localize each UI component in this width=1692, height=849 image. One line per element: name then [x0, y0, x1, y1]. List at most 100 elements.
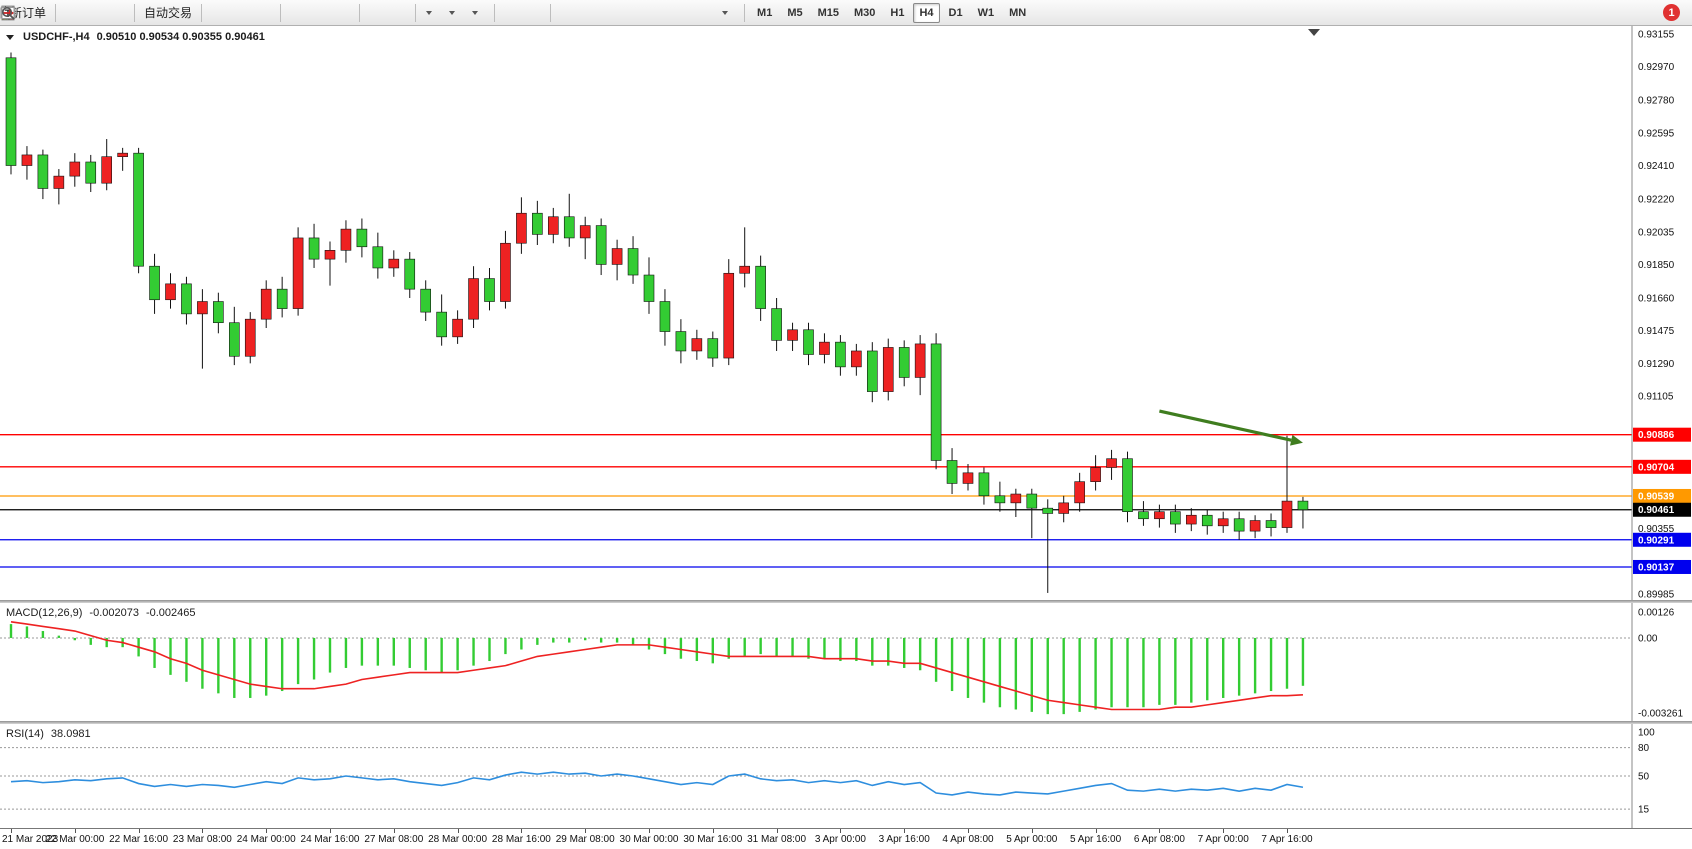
channel-button[interactable] [1, 2, 647, 23]
rsi-title: RSI(14) [6, 728, 44, 740]
time-axis[interactable]: 21 Mar 2023 22 Mar 00:00 22 Mar 16:00 23 Ma… [0, 828, 1692, 849]
price-axis-label: 0.91290 [1638, 359, 1675, 370]
macd-panel-chart[interactable]: 0.00126 0.00 -0.003261 [0, 603, 1692, 721]
price-tag: 0.90539 [1633, 488, 1691, 503]
time-tick [1095, 829, 1097, 833]
time-tick [776, 829, 778, 833]
community-button[interactable] [2, 2, 129, 23]
symbol-dropdown-icon[interactable] [6, 34, 14, 40]
tile-windows-button[interactable] [1, 2, 354, 23]
time-label: 30 Mar 16:00 [683, 834, 743, 845]
price-axis-label: 0.91475 [1638, 326, 1675, 337]
main-chart[interactable]: 0.93155 0.92970 0.92780 0.92595 0.92410 0.922… [0, 26, 1692, 600]
arrow-annotation[interactable] [1159, 409, 1303, 446]
time-label: 7 Apr 16:00 [1261, 834, 1313, 845]
rsi-axis-label: 50 [1638, 772, 1650, 783]
toolbar-separator [744, 3, 746, 22]
time-label: 4 Apr 08:00 [942, 834, 994, 845]
periods-button[interactable] [1, 2, 466, 23]
time-label: 24 Mar 00:00 [236, 834, 296, 845]
panel-separator[interactable] [0, 600, 1692, 603]
chart-canvas[interactable] [0, 26, 1632, 600]
time-label: 28 Mar 00:00 [428, 834, 488, 845]
line-chart-button[interactable] [1, 2, 275, 23]
toolbar-separator [201, 3, 203, 22]
toolbar-separator [494, 3, 496, 22]
time-tick [585, 829, 587, 833]
price-axis-label: 0.90355 [1638, 524, 1675, 535]
label-button[interactable]: T [1, 2, 716, 23]
macd-value-main: -0.002073 [89, 607, 139, 619]
timeframe-m30-button[interactable]: M30 [854, 6, 876, 19]
time-tick [1159, 829, 1161, 833]
horizontal-line-button[interactable] [2, 2, 601, 23]
time-tick [840, 829, 842, 833]
notification-badge[interactable]: 1 [1663, 4, 1680, 21]
price-axis-label: 0.92970 [1638, 62, 1675, 73]
timeframe-d1-button[interactable]: D1 [948, 6, 963, 19]
price-axis-label: 0.92780 [1638, 96, 1675, 107]
terminal-button[interactable] [1, 2, 106, 23]
svg-text:T: T [5, 8, 12, 20]
chart-shift-marker[interactable] [1308, 29, 1320, 36]
text-button[interactable]: A [3, 2, 693, 23]
price-axis-label: 0.91660 [1638, 293, 1675, 304]
macd-signal-line [10, 620, 1303, 711]
price-tag: 0.90137 [1633, 559, 1691, 574]
time-tick [138, 829, 140, 833]
macd-header: MACD(12,26,9) -0.002073 -0.002465 [6, 607, 196, 619]
cursor-button[interactable] [5, 2, 522, 23]
price-tag: 0.90886 [1633, 427, 1691, 442]
macd-canvas[interactable] [0, 603, 1632, 721]
macd-title: MACD(12,26,9) [6, 607, 83, 619]
search-button[interactable] [2, 2, 1656, 23]
panel-separator[interactable] [0, 721, 1692, 724]
timeframe-h4-button[interactable]: H4 [913, 2, 940, 23]
time-label: 7 Apr 00:00 [1197, 834, 1249, 845]
chart-ohlc: 0.90510 0.90534 0.90355 0.90461 [96, 31, 265, 43]
price-axis[interactable]: 0.93155 0.92970 0.92780 0.92595 0.92410 0.922… [1632, 26, 1692, 600]
timeframe-m5-button[interactable]: M5 [787, 6, 803, 19]
alerts-button[interactable] [1, 2, 83, 23]
time-tick [1223, 829, 1225, 833]
rsi-line [10, 771, 1304, 796]
time-tick [457, 829, 459, 833]
rsi-header: RSI(14) 38.0981 [6, 728, 91, 740]
horizontal-line-objects[interactable] [0, 434, 1632, 568]
timeframe-m15-button[interactable]: M15 [817, 6, 839, 19]
zoom-out-button[interactable] [2, 2, 331, 23]
toolbar-separator [134, 3, 136, 22]
trendline-button[interactable] [1, 2, 624, 23]
auto-trading-button-label: 自动交易 [144, 6, 193, 20]
time-label: 3 Apr 00:00 [814, 834, 866, 845]
chevron-down-icon [426, 10, 433, 15]
rsi-axis-label: 100 [1638, 728, 1655, 739]
timeframe-m1-button[interactable]: M1 [757, 6, 773, 19]
toolbar-separator [359, 3, 361, 22]
price-axis-label: 0.92220 [1638, 195, 1675, 206]
time-label: 5 Apr 16:00 [1070, 834, 1122, 845]
fibonacci-button[interactable] [2, 2, 670, 23]
vertical-line-button[interactable] [7, 2, 578, 23]
timeframe-mn-button[interactable]: MN [1009, 6, 1027, 19]
new-chart-button[interactable] [1, 2, 443, 23]
candlestick-chart-button[interactable] [2, 2, 252, 23]
arrows-button[interactable] [2, 2, 739, 23]
objects-list-button[interactable] [1, 2, 410, 23]
svg-text:0.90461: 0.90461 [1638, 505, 1675, 516]
indicators-button[interactable] [1, 2, 387, 23]
rsi-panel-chart[interactable]: 100 80 50 15 [0, 724, 1692, 828]
timeframe-h1-button[interactable]: H1 [890, 6, 905, 19]
auto-trading-button[interactable]: 自动交易 [0, 2, 196, 23]
rsi-axis-label: 80 [1638, 743, 1650, 754]
price-axis-label: 0.92410 [1638, 161, 1675, 172]
crosshair-button[interactable] [2, 2, 545, 23]
zoom-in-button[interactable] [2, 2, 308, 23]
time-tick [904, 829, 906, 833]
macd-axis-label: 0.00 [1638, 633, 1658, 644]
bar-chart-button[interactable] [2, 2, 229, 23]
time-tick [649, 829, 650, 833]
templates-button[interactable] [1, 2, 489, 23]
timeframe-w1-button[interactable]: W1 [977, 6, 995, 19]
